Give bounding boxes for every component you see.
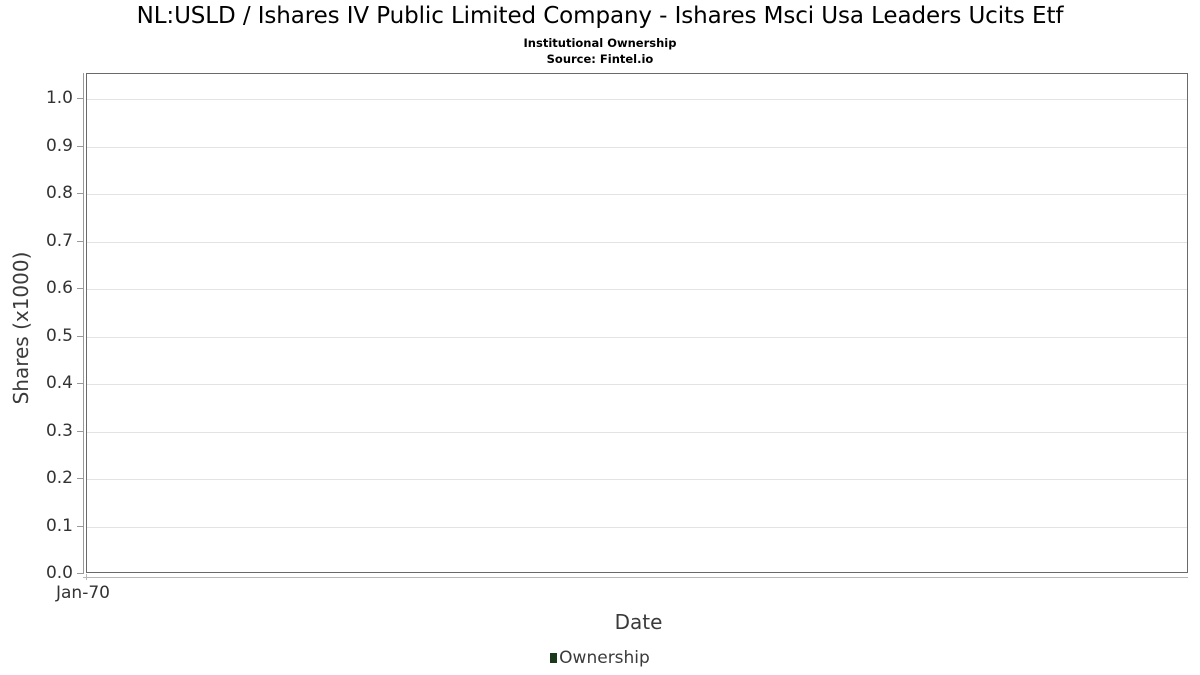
y-tick-mark	[77, 146, 84, 147]
legend-item-label: Ownership	[559, 648, 650, 668]
y-tick-mark	[77, 193, 84, 194]
y-tick-mark	[77, 573, 84, 574]
plot-area	[86, 73, 1188, 573]
gridline-0.7	[87, 242, 1187, 243]
x-axis-title: Date	[614, 610, 663, 634]
x-tick-label: Jan-70	[56, 583, 110, 603]
gridline-0.8	[87, 194, 1187, 195]
y-tick-label: 0.4	[45, 373, 73, 393]
chart-legend: Ownership	[0, 648, 1200, 668]
y-axis-line	[83, 73, 84, 574]
y-tick-label: 0.9	[45, 136, 73, 156]
legend-swatch-icon	[550, 653, 558, 663]
y-tick-mark	[77, 478, 84, 479]
gridline-0.2	[87, 479, 1187, 480]
data-series-layer	[87, 74, 1187, 572]
chart-source-attribution: Source: Fintel.io	[546, 52, 654, 66]
y-tick-label: 0.8	[45, 183, 73, 203]
y-tick-label: 0.0	[45, 563, 73, 583]
y-tick-label: 0.5	[45, 326, 73, 346]
y-tick-label: 0.7	[45, 231, 73, 251]
chart-subtitle: Institutional Ownership	[523, 36, 677, 50]
y-tick-label: 0.2	[45, 468, 73, 488]
chart-title: NL:USLD / Ishares IV Public Limited Comp…	[136, 3, 1064, 29]
y-tick-mark	[77, 336, 84, 337]
x-tick-mark	[86, 574, 87, 580]
y-tick-mark	[77, 288, 84, 289]
y-tick-label: 0.3	[45, 421, 73, 441]
y-tick-mark	[77, 526, 84, 527]
y-tick-mark	[77, 98, 84, 99]
y-tick-mark	[77, 241, 84, 242]
gridline-0.5	[87, 337, 1187, 338]
gridline-0.1	[87, 527, 1187, 528]
gridline-0.6	[87, 289, 1187, 290]
gridline-0.4	[87, 384, 1187, 385]
y-tick-mark	[77, 431, 84, 432]
y-tick-label: 0.6	[45, 278, 73, 298]
y-axis-title: Shares (x1000)	[9, 251, 33, 405]
gridline-1.0	[87, 99, 1187, 100]
y-tick-mark	[77, 383, 84, 384]
x-axis-line	[83, 577, 1188, 578]
gridline-0.9	[87, 147, 1187, 148]
y-tick-label: 1.0	[45, 88, 73, 108]
legend-item-ownership[interactable]: Ownership	[550, 648, 650, 668]
y-tick-label: 0.1	[45, 516, 73, 536]
gridline-0.3	[87, 432, 1187, 433]
